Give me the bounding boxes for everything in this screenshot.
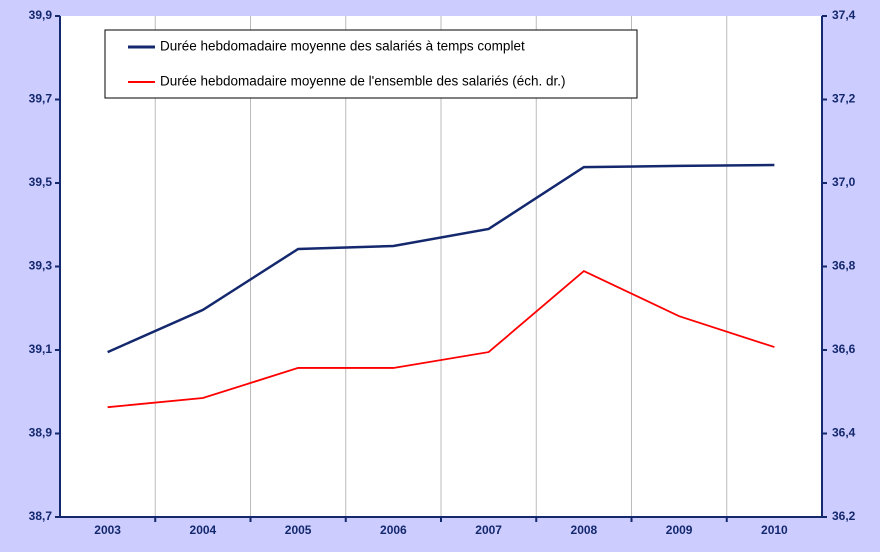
- y-tick-label: 39,5: [29, 175, 53, 189]
- legend-box: [104, 29, 638, 99]
- x-tick-label: 2005: [285, 523, 312, 537]
- y-tick-label: 38,9: [29, 426, 53, 440]
- y-tick-label: 39,3: [29, 259, 53, 273]
- y2-tick-label: 37,2: [832, 92, 856, 106]
- y-tick-label: 39,9: [29, 8, 53, 22]
- x-tick-label: 2008: [571, 523, 598, 537]
- x-tick-label: 2007: [475, 523, 502, 537]
- y-tick-label: 39,1: [29, 342, 53, 356]
- x-tick-label: 2006: [380, 523, 407, 537]
- y2-tick-label: 36,8: [832, 259, 856, 273]
- y2-tick-label: 37,0: [832, 175, 856, 189]
- x-tick-label: 2010: [761, 523, 788, 537]
- x-tick-label: 2004: [190, 523, 217, 537]
- legend-label: Durée hebdomadaire moyenne de l'ensemble…: [160, 74, 566, 89]
- series-line: [107, 163, 775, 354]
- y-tick-label: 39,7: [29, 92, 53, 106]
- y2-tick-label: 36,4: [832, 426, 856, 440]
- series-line: [107, 270, 775, 409]
- x-tick-label: 2003: [94, 523, 121, 537]
- y-tick-label: 38,7: [29, 509, 53, 523]
- y2-tick-label: 37,4: [832, 8, 856, 22]
- x-tick-label: 2009: [666, 523, 693, 537]
- y2-tick-label: 36,2: [832, 509, 856, 523]
- y2-tick-label: 36,6: [832, 342, 856, 356]
- legend-label: Durée hebdomadaire moyenne des salariés …: [160, 39, 525, 54]
